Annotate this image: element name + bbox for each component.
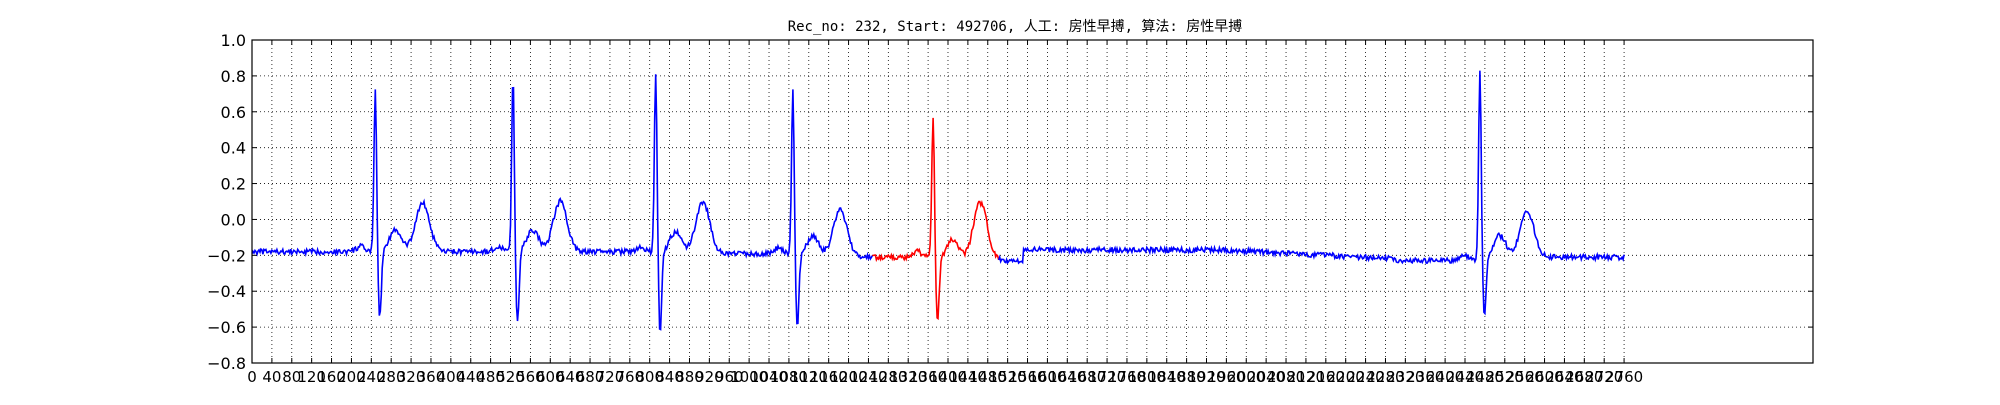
x-tick-label: 440 bbox=[456, 368, 485, 386]
series-line-highlight bbox=[872, 117, 1000, 321]
x-tick-label: 2040 bbox=[1247, 368, 1285, 386]
x-tick-label: 400 bbox=[437, 368, 466, 386]
x-tick-label: 2280 bbox=[1366, 368, 1404, 386]
x-tick-label: 2320 bbox=[1386, 368, 1424, 386]
x-tick-label: 120 bbox=[297, 368, 326, 386]
x-tick-label: 1520 bbox=[989, 368, 1027, 386]
x-tick-label: 1720 bbox=[1088, 368, 1126, 386]
x-tick-label: 2600 bbox=[1525, 368, 1563, 386]
x-tick-label: 2480 bbox=[1466, 368, 1504, 386]
x-tick-label: 280 bbox=[377, 368, 406, 386]
x-tick-label: 840 bbox=[655, 368, 684, 386]
x-tick-label: 1560 bbox=[1008, 368, 1046, 386]
x-tick-label: 1640 bbox=[1048, 368, 1086, 386]
x-tick-label: 1760 bbox=[1108, 368, 1146, 386]
x-tick-label: 1080 bbox=[770, 368, 808, 386]
y-tick-label: −0.6 bbox=[207, 318, 246, 337]
x-tick-label: 320 bbox=[397, 368, 426, 386]
x-tick-label: 600 bbox=[536, 368, 565, 386]
x-tick-label: 1120 bbox=[790, 368, 828, 386]
x-tick-label: 360 bbox=[417, 368, 446, 386]
x-tick-label: 240 bbox=[357, 368, 386, 386]
x-tick-label: 1480 bbox=[969, 368, 1007, 386]
x-axis: 0 40 8012016020024028032036040044048052056… bbox=[247, 40, 1643, 386]
x-tick-label: 1440 bbox=[949, 368, 987, 386]
x-tick-label: 680 bbox=[576, 368, 605, 386]
x-tick-label: 1680 bbox=[1068, 368, 1106, 386]
x-tick-label: 2760 bbox=[1605, 368, 1643, 386]
chart-title: Rec_no: 232, Start: 492706, 人工: 房性早搏, 算法… bbox=[788, 18, 1243, 35]
y-tick-label: 1.0 bbox=[221, 31, 246, 50]
x-tick-label: 1880 bbox=[1168, 368, 1206, 386]
x-tick-label: 2520 bbox=[1486, 368, 1524, 386]
plot-frame bbox=[251, 39, 1814, 364]
x-tick-label: 1000 bbox=[730, 368, 768, 386]
x-tick-label: 880 bbox=[675, 368, 704, 386]
x-tick-label: 1240 bbox=[849, 368, 887, 386]
trace-layer bbox=[251, 70, 1625, 331]
y-tick-label: 0.6 bbox=[221, 103, 246, 122]
series-line-normal-1 bbox=[251, 74, 874, 331]
x-tick-label: 1320 bbox=[889, 368, 927, 386]
x-tick-label: 1400 bbox=[929, 368, 967, 386]
x-tick-label: 760 bbox=[616, 368, 645, 386]
x-tick-label: 2200 bbox=[1327, 368, 1365, 386]
x-tick-label: 2120 bbox=[1287, 368, 1325, 386]
x-tick-label: 2400 bbox=[1426, 368, 1464, 386]
x-tick-label: 960 bbox=[715, 368, 744, 386]
x-tick-label: 2000 bbox=[1227, 368, 1265, 386]
x-tick-label: 160 bbox=[317, 368, 346, 386]
x-tick-label: 1360 bbox=[909, 368, 947, 386]
x-tick-label: 1600 bbox=[1028, 368, 1066, 386]
x-tick-label: 200 bbox=[337, 368, 366, 386]
x-tick-label: 2240 bbox=[1346, 368, 1384, 386]
x-tick-label: 1280 bbox=[869, 368, 907, 386]
x-tick-label: 0 bbox=[247, 368, 257, 386]
x-tick-label: 720 bbox=[596, 368, 625, 386]
x-tick-label: 2680 bbox=[1565, 368, 1603, 386]
x-tick-label: 2160 bbox=[1307, 368, 1345, 386]
y-tick-label: 0.0 bbox=[221, 210, 246, 229]
y-tick-label: 0.4 bbox=[221, 139, 246, 158]
x-tick-label: 640 bbox=[556, 368, 585, 386]
x-tick-label: 920 bbox=[695, 368, 724, 386]
y-tick-label: 0.2 bbox=[221, 175, 246, 194]
x-tick-label: 2440 bbox=[1446, 368, 1484, 386]
x-tick-label: 2560 bbox=[1506, 368, 1544, 386]
x-tick-label: 1920 bbox=[1187, 368, 1225, 386]
x-tick-label: 2720 bbox=[1585, 368, 1623, 386]
y-tick-label: −0.4 bbox=[207, 282, 246, 301]
x-tick-label: 1840 bbox=[1148, 368, 1186, 386]
y-tick-label: −0.8 bbox=[207, 354, 246, 373]
x-tick-label: 800 bbox=[635, 368, 664, 386]
x-tick-label: 1960 bbox=[1207, 368, 1245, 386]
x-tick-label: 1200 bbox=[829, 368, 867, 386]
x-tick-label: 1040 bbox=[750, 368, 788, 386]
y-axis: −0.8 −0.6 −0.4 −0.2 0.0 0.2 0.4 0.6 0.8 1.0 bbox=[207, 31, 1813, 373]
x-tick-label: 480 bbox=[476, 368, 505, 386]
series-line-normal-2 bbox=[997, 70, 1625, 316]
y-tick-label: −0.2 bbox=[207, 246, 246, 265]
x-tick-label: 40 bbox=[262, 368, 281, 386]
x-tick-label: 2360 bbox=[1406, 368, 1444, 386]
x-tick-label: 560 bbox=[516, 368, 545, 386]
grid-layer bbox=[252, 40, 1813, 363]
x-tick-label: 2640 bbox=[1545, 368, 1583, 386]
y-tick-label: 0.8 bbox=[221, 67, 246, 86]
x-tick-label: 2080 bbox=[1267, 368, 1305, 386]
x-tick-label: 80 bbox=[282, 368, 301, 386]
x-tick-label: 1160 bbox=[810, 368, 848, 386]
x-tick-label: 1800 bbox=[1128, 368, 1166, 386]
x-tick-label: 520 bbox=[496, 368, 525, 386]
